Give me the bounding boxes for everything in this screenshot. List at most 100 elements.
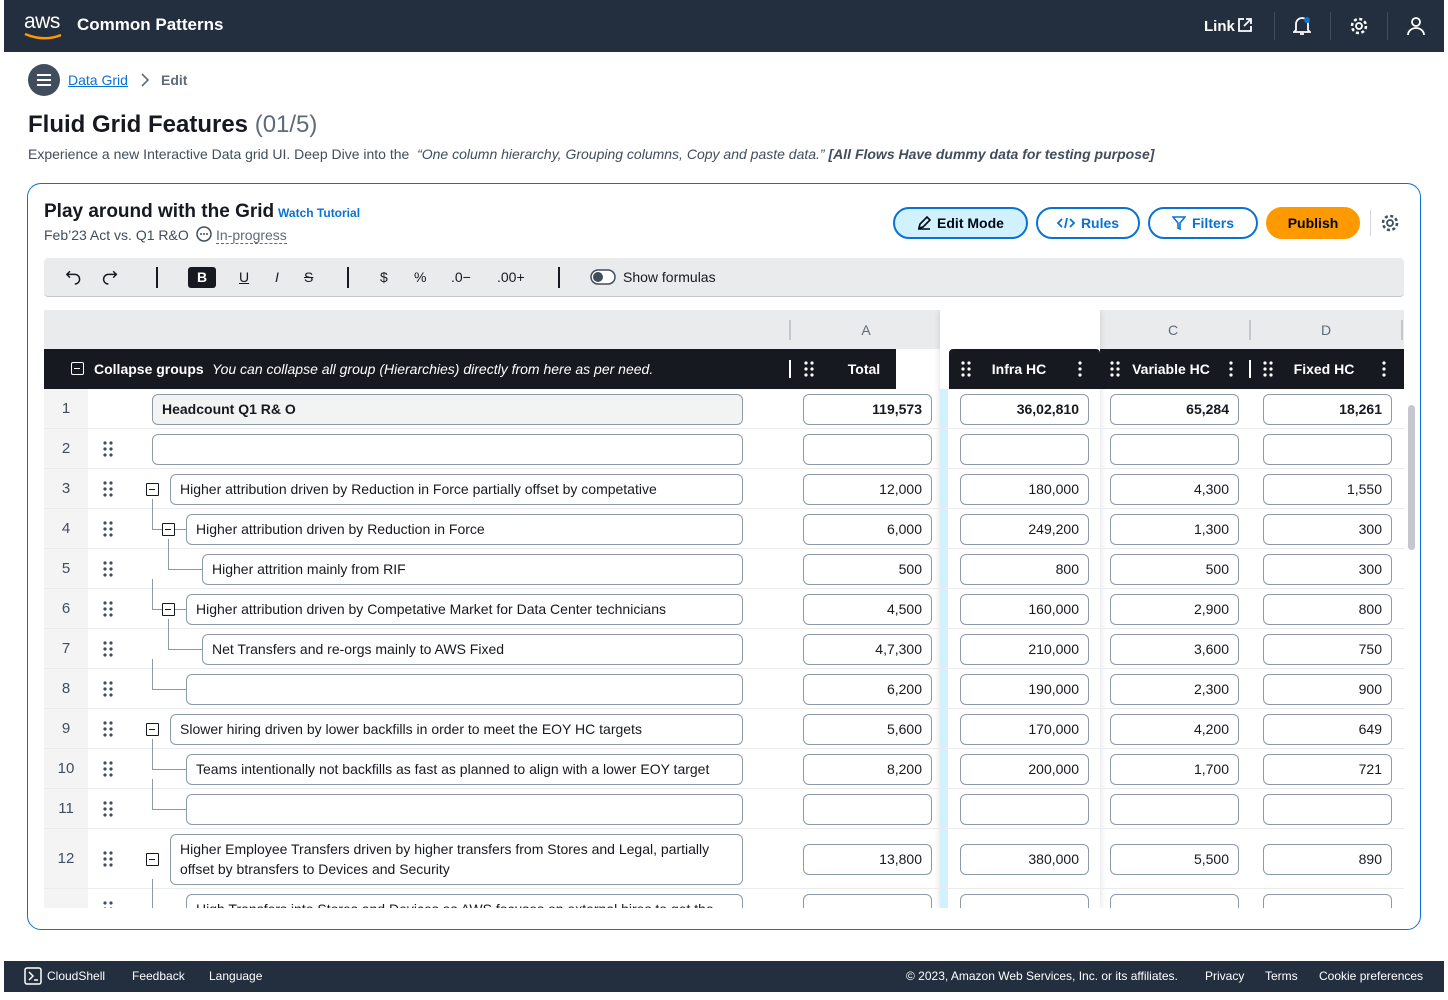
footer-link[interactable]: Privacy <box>1205 969 1245 983</box>
cell[interactable]: 160,000 <box>960 593 1089 625</box>
footer-link[interactable]: Terms <box>1265 969 1298 983</box>
bell-icon[interactable] <box>1293 16 1311 36</box>
row-label-box[interactable] <box>186 673 743 705</box>
cell[interactable]: 890 <box>1263 843 1392 875</box>
cell[interactable]: 180,000 <box>960 473 1089 505</box>
cell[interactable]: 300 <box>1263 553 1392 585</box>
cell[interactable] <box>1110 893 1239 908</box>
row-collapse[interactable] <box>162 523 175 536</box>
row-label-box[interactable]: Higher attrition mainly from RIF <box>202 553 743 585</box>
row-handle[interactable] <box>103 641 113 660</box>
drag-handle[interactable] <box>1263 361 1273 380</box>
cell[interactable]: 3,600 <box>1110 633 1239 665</box>
drag-handle[interactable] <box>804 361 814 380</box>
row-label-box[interactable]: Higher attribution driven by Reduction i… <box>170 473 743 505</box>
row-label-box[interactable]: High Transfers into Stores and Devices a… <box>186 893 743 908</box>
cell[interactable]: 4,7,300 <box>803 633 932 665</box>
currency-button[interactable]: $ <box>380 269 388 285</box>
cell[interactable]: 170,000 <box>960 713 1089 745</box>
cell[interactable]: 380,000 <box>960 843 1089 875</box>
panel-settings[interactable] <box>1381 214 1399 232</box>
drag-handle[interactable] <box>961 361 971 380</box>
app-title[interactable]: Common Patterns <box>77 15 224 34</box>
filters-button[interactable]: Filters <box>1148 207 1258 239</box>
row-handle[interactable] <box>103 521 113 540</box>
cell[interactable] <box>1110 433 1239 465</box>
cell[interactable] <box>960 793 1089 825</box>
cell[interactable]: 13,800 <box>803 843 932 875</box>
row-label-box[interactable]: Higher Employee Transfers driven by high… <box>170 833 743 885</box>
row-collapse[interactable] <box>146 853 159 866</box>
row-label-box[interactable]: Higher attribution driven by Competative… <box>186 593 743 625</box>
cell[interactable] <box>803 793 932 825</box>
collapse-icon[interactable] <box>71 362 84 375</box>
user-icon[interactable] <box>1407 16 1425 36</box>
footer-link[interactable]: Feedback <box>132 969 185 983</box>
cell[interactable]: 1,700 <box>1110 753 1239 785</box>
cell[interactable]: 8,200 <box>803 753 932 785</box>
cell[interactable]: 721 <box>1263 753 1392 785</box>
cell[interactable]: 6,200 <box>803 673 932 705</box>
row-handle[interactable] <box>103 481 113 500</box>
cell[interactable] <box>1263 893 1392 908</box>
footer-link[interactable]: CloudShell <box>47 969 106 983</box>
row-label-box[interactable]: Higher attribution driven by Reduction i… <box>186 513 743 545</box>
cell[interactable]: 800 <box>1263 593 1392 625</box>
column-menu[interactable] <box>1078 361 1082 380</box>
logo[interactable]: aws <box>24 10 60 33</box>
italic-button[interactable]: I <box>275 269 279 285</box>
rules-button[interactable]: Rules <box>1036 207 1140 239</box>
cell[interactable]: 900 <box>1263 673 1392 705</box>
tutorial-link[interactable]: Watch Tutorial <box>278 206 361 220</box>
cell[interactable]: 190,000 <box>960 673 1089 705</box>
row-label-box[interactable]: Headcount Q1 R& O <box>152 393 743 425</box>
menu-button[interactable] <box>28 64 60 96</box>
cell[interactable]: 4,200 <box>1110 713 1239 745</box>
row-label-box[interactable]: Net Transfers and re-orgs mainly to AWS … <box>202 633 743 665</box>
bold-button[interactable]: B <box>188 267 216 288</box>
cell[interactable]: 800 <box>960 553 1089 585</box>
cell[interactable]: 2,900 <box>1110 593 1239 625</box>
cell[interactable]: 4,500 <box>803 593 932 625</box>
row-handle[interactable] <box>103 561 113 580</box>
row-handle[interactable] <box>103 801 113 820</box>
cell[interactable]: 300 <box>1263 513 1392 545</box>
row-label-box[interactable] <box>152 433 743 465</box>
cell[interactable]: 119,573 <box>803 393 932 425</box>
footer-link[interactable]: Language <box>209 969 263 983</box>
cell[interactable]: 210,000 <box>960 633 1089 665</box>
decrease-decimal[interactable]: .0− <box>451 269 471 285</box>
cell[interactable] <box>960 893 1089 908</box>
cell[interactable] <box>1263 793 1392 825</box>
toggle[interactable] <box>590 269 616 285</box>
row-handle[interactable] <box>103 761 113 780</box>
cell[interactable]: 1,300 <box>1110 513 1239 545</box>
cell[interactable]: 500 <box>1110 553 1239 585</box>
row-handle[interactable] <box>103 601 113 620</box>
row-label-box[interactable]: Teams intentionally not backfills as fas… <box>186 753 743 785</box>
cell[interactable]: 4,300 <box>1110 473 1239 505</box>
increase-decimal[interactable]: .00+ <box>497 269 525 285</box>
drag-handle[interactable] <box>1110 361 1120 380</box>
cell[interactable] <box>960 433 1089 465</box>
cell[interactable]: 65,284 <box>1110 393 1239 425</box>
row-handle[interactable] <box>103 681 113 700</box>
row-handle[interactable] <box>103 721 113 740</box>
cell[interactable]: 1,550 <box>1263 473 1392 505</box>
cell[interactable]: 5,500 <box>1110 843 1239 875</box>
cell[interactable] <box>803 433 932 465</box>
settings-icon[interactable] <box>1350 17 1368 35</box>
cell[interactable]: 200,000 <box>960 753 1089 785</box>
publish-button[interactable]: Publish <box>1266 207 1360 239</box>
undo-redo[interactable] <box>66 268 128 288</box>
cell[interactable]: 6,000 <box>803 513 932 545</box>
row-collapse[interactable] <box>146 483 159 496</box>
cell[interactable]: 649 <box>1263 713 1392 745</box>
row-label-box[interactable] <box>186 793 743 825</box>
edit-mode-button[interactable]: Edit Mode <box>893 207 1028 239</box>
cell[interactable] <box>1110 793 1239 825</box>
row-collapse[interactable] <box>162 603 175 616</box>
footer-link[interactable]: Cookie preferences <box>1319 969 1424 983</box>
row-handle[interactable] <box>103 441 113 460</box>
row-handle[interactable] <box>103 851 113 870</box>
